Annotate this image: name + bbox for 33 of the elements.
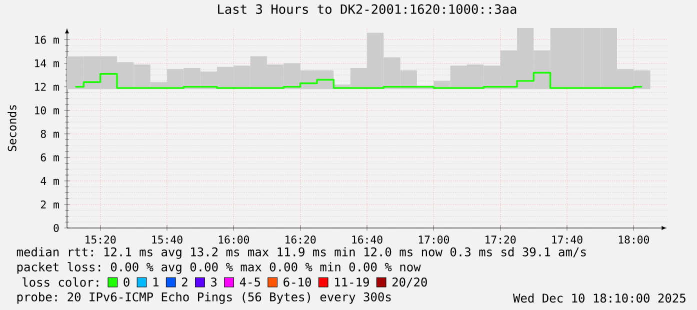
legend-label: 2 [182, 278, 188, 286]
y-tick-label: 6 m [40, 153, 59, 162]
y-tick-label: 16 m [35, 36, 59, 44]
text: packet loss: 0.00 % avg 0.00 % max 0.00 % min 0.00 % now [17, 262, 421, 274]
y-axis-title: Seconds [8, 105, 16, 152]
y-tick-label: 2 m [40, 200, 59, 208]
legend-label: 6-10 [284, 278, 311, 287]
x-tick-label: 17:20 [486, 236, 516, 244]
chart-title: Last 3 Hours to DK2-2001:1620:1000::3aa [218, 4, 516, 14]
text: probe: 20 IPv6-ICMP Echo Pings (56 Bytes) every 300s [17, 292, 391, 304]
y-tick-label: 8 m [40, 130, 59, 138]
x-tick-label: 17:00 [418, 236, 450, 244]
legend-label: 4-5 [240, 278, 260, 287]
x-tick-label: 15:40 [152, 236, 182, 244]
y-tick-label: 12 m [35, 82, 59, 91]
y-tick-label: 0 [54, 224, 59, 232]
x-tick-label: 18:00 [618, 236, 650, 244]
legend-label: 3 [211, 278, 217, 287]
y-tick-label: 14 m [35, 59, 59, 68]
x-tick-label: 16:40 [352, 236, 382, 244]
text: median rtt: 12.1 ms avg 13.2 ms max 11.9 ms min 12.0 ms now 0.3 ms sd 39.1 am/s [16, 247, 586, 259]
x-tick-label: 16:20 [286, 236, 316, 244]
text: Wed Dec 10 18:10:00 2025 [513, 293, 686, 303]
x-tick-label: 17:40 [552, 236, 582, 244]
x-tick-label: 15:20 [86, 236, 116, 244]
legend-label: 0 [124, 278, 130, 287]
x-tick-label: 16:00 [218, 236, 250, 244]
legend-label: 11-19 [335, 278, 369, 287]
y-tick-label: 4 m [40, 177, 59, 185]
legend-label: 1 [153, 278, 158, 286]
legend-title: loss color: [22, 277, 98, 287]
y-tick-label: 10 m [35, 106, 59, 114]
legend-label: 20/20 [392, 278, 427, 288]
